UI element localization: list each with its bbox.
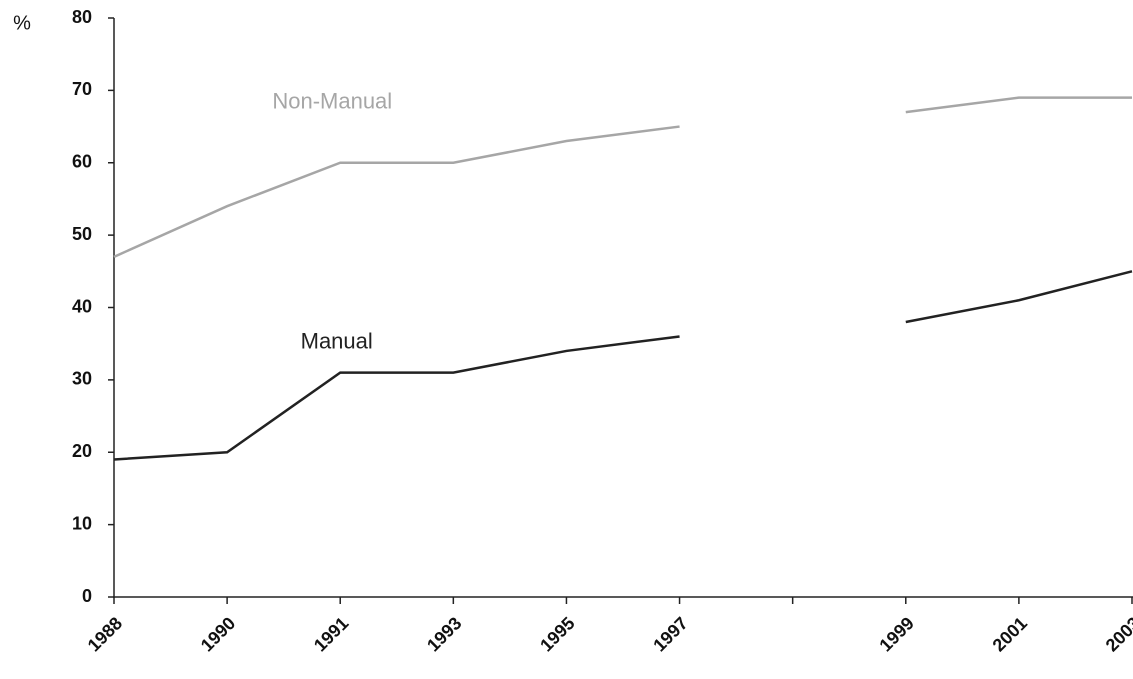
- y-tick-label: 0: [82, 586, 92, 606]
- y-tick-label: 20: [72, 441, 92, 461]
- series-label: Manual: [301, 328, 373, 353]
- y-axis-label: %: [13, 12, 31, 34]
- x-tick-label: 2003: [1102, 613, 1133, 655]
- x-tick-label: 1990: [197, 613, 239, 655]
- y-tick-label: 10: [72, 513, 92, 533]
- x-tick-label: 1988: [84, 613, 126, 655]
- y-tick-label: 70: [72, 79, 92, 99]
- x-tick-label: 1993: [423, 613, 465, 655]
- series-line: [113, 96, 1132, 258]
- series-label: Non-Manual: [272, 89, 392, 114]
- y-tick-label: 40: [72, 296, 92, 316]
- series-line: [113, 270, 1133, 461]
- x-tick-label: 1997: [649, 613, 691, 655]
- x-tick-label: 1991: [310, 613, 352, 655]
- x-tick-label: 2001: [989, 613, 1031, 655]
- y-tick-label: 80: [72, 7, 92, 27]
- x-tick-label: 1995: [536, 613, 578, 655]
- y-tick-label: 60: [72, 152, 92, 172]
- y-tick-label: 50: [72, 224, 92, 244]
- y-tick-label: 30: [72, 369, 92, 389]
- x-tick-label: 1999: [876, 613, 918, 655]
